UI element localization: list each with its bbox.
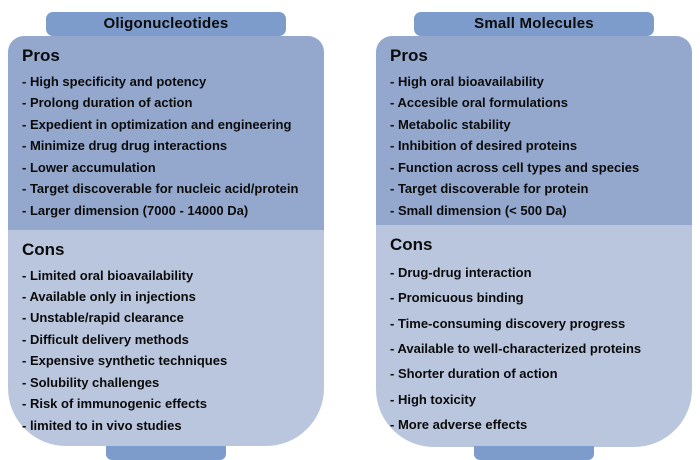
cons-item: - Drug-drug interaction [390,265,532,281]
pros-item: - Inhibition of desired proteins [390,138,578,154]
pros-item: - Expedient in optimization and engineer… [22,116,292,132]
column-header-oligonucleotides: Oligonucleotides [45,12,287,36]
pros-item: - High oral bioavailability [390,74,544,89]
cons-item: - Unstable/rapid clearance [22,310,184,326]
cons-item: - Solubility challenges [22,374,160,390]
cons-item: - Available to well-characterized protei… [390,341,642,357]
pros-item: - Metabolic stability [390,116,511,132]
cons-item: - Expensive synthetic techniques [22,353,228,369]
pros-item: - Lower accumulation [22,159,156,175]
column-oligonucleotides: Oligonucleotides Pros - High specificity… [8,12,324,460]
pros-heading: Pros [22,46,60,65]
cons-item: - More adverse effects [390,417,528,433]
column-footer-tab [474,446,594,460]
column-body: Pros - High specificity and potency - Pr… [8,36,324,446]
cons-heading: Cons [390,235,433,255]
cons-item: - Risk of immunogenic effects [22,396,207,412]
pros-section: Pros - High oral bioavailability - Acces… [376,36,692,226]
cons-section: Cons - Drug-drug interaction - Promicuou… [376,225,692,448]
cons-heading: Cons [22,239,65,259]
pros-heading: Pros [390,46,428,65]
pros-item: - Function across cell types and species [390,159,640,175]
cons-item: - Difficult delivery methods [22,331,189,347]
column-footer-tab [106,446,226,460]
column-body: Pros - High oral bioavailability - Acces… [376,36,692,448]
cons-item: - High toxicity [390,391,476,407]
cons-item: - Time-consuming discovery progress [390,315,626,331]
pros-item: - High specificity and potency [22,74,207,89]
column-small-molecules: Small Molecules Pros - High oral bioavai… [376,12,692,460]
pros-item: - Prolong duration of action [22,95,193,111]
pros-section: Pros - High specificity and potency - Pr… [8,36,324,230]
cons-item: - limited to in vivo studies [22,417,182,433]
cons-item: - Limited oral bioavailability [22,267,194,283]
pros-item: - Accesible oral formulations [390,95,568,111]
pros-item: - Larger dimension (7000 - 14000 Da) [22,202,249,218]
cons-list: - Limited oral bioavailability - Availab… [22,265,314,437]
cons-item: - Available only in injections [22,288,196,304]
cons-list: - Drug-drug interaction - Promicuous bin… [390,260,682,437]
pros-list: - High specificity and potency - Prolong… [22,71,314,221]
pros-item: - Target discoverable for nucleic acid/p… [22,181,299,197]
cons-section: Cons - Limited oral bioavailability - Av… [8,229,324,446]
pros-list: - High oral bioavailability - Accesible … [390,71,682,221]
pros-item: - Target discoverable for protein [390,181,589,197]
cons-item: - Shorter duration of action [390,366,558,382]
pros-item: - Small dimension (< 500 Da) [390,202,567,218]
column-header-small-molecules: Small Molecules [413,12,655,36]
pros-item: - Minimize drug drug interactions [22,138,228,154]
cons-item: - Promicuous binding [390,290,524,306]
